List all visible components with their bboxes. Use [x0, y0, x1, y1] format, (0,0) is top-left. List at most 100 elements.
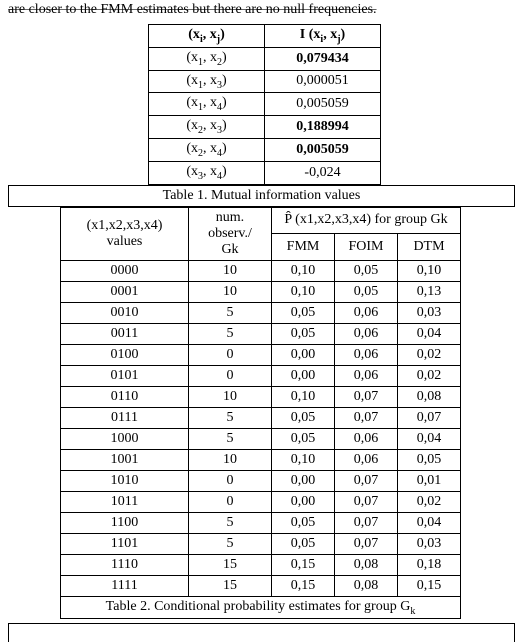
table-cell: 10	[189, 260, 272, 281]
table-cell-value: 0,000051	[265, 70, 381, 93]
table-cell: 1111	[61, 575, 189, 596]
table-cell: 0,04	[398, 323, 461, 344]
table-cell: 0,07	[335, 491, 398, 512]
table-cell: 0,05	[272, 302, 335, 323]
table-cell: 0,02	[398, 344, 461, 365]
header-foim: FOIM	[335, 234, 398, 261]
table-cell: 0,05	[272, 512, 335, 533]
table-cell: 0110	[61, 386, 189, 407]
header-I: I (xi, xj)	[265, 25, 381, 48]
table-cell: 0,10	[398, 260, 461, 281]
table-cell: 0,00	[272, 365, 335, 386]
table-cell-pair: (x2, x4)	[149, 138, 265, 161]
table-mutual-information: (xi, xj) I (xi, xj) (x1, x2)0,079434(x1,…	[148, 24, 381, 185]
table-cell: 5	[189, 428, 272, 449]
table-cell: 0,08	[335, 554, 398, 575]
table-cell: 0,04	[398, 512, 461, 533]
table-cell-value: -0,024	[265, 161, 381, 184]
table-cell: 0,08	[398, 386, 461, 407]
header-num-observ: num. observ./ Gk	[189, 207, 272, 260]
header-pair: (xi, xj)	[149, 25, 265, 48]
table-cell: 0	[189, 365, 272, 386]
table-cell: 0,02	[398, 491, 461, 512]
table-cell: 15	[189, 575, 272, 596]
table-cell: 0011	[61, 323, 189, 344]
header-dtm: DTM	[398, 234, 461, 261]
table-cell: 0101	[61, 365, 189, 386]
table-cell: 0,10	[272, 449, 335, 470]
table-cell: 0,10	[272, 386, 335, 407]
table-cell: 0,01	[398, 470, 461, 491]
table-cell: 0,06	[335, 428, 398, 449]
table-cell: 0,02	[398, 365, 461, 386]
table-cell: 0010	[61, 302, 189, 323]
header-fmm: FMM	[272, 234, 335, 261]
table-cell: 0,07	[335, 386, 398, 407]
table-cell: 0	[189, 491, 272, 512]
table-cell-pair: (x2, x3)	[149, 116, 265, 139]
table-cell: 5	[189, 407, 272, 428]
table-cell: 0000	[61, 260, 189, 281]
table-cell: 0,10	[272, 260, 335, 281]
table-cell: 0,15	[272, 554, 335, 575]
table-cell: 0,07	[335, 470, 398, 491]
table-cell-pair: (x1, x2)	[149, 47, 265, 70]
table-cell: 0,06	[335, 323, 398, 344]
table-cell-pair: (x1, x3)	[149, 70, 265, 93]
table-cell: 0,07	[335, 512, 398, 533]
table-cell: 0100	[61, 344, 189, 365]
table-cell: 15	[189, 554, 272, 575]
table-cell: 1100	[61, 512, 189, 533]
table-cell-value: 0,005059	[265, 93, 381, 116]
table-cell: 0,04	[398, 428, 461, 449]
table-cell: 1101	[61, 533, 189, 554]
table-cell-value: 0,005059	[265, 138, 381, 161]
table-cell: 0,15	[398, 575, 461, 596]
table-cell: 5	[189, 512, 272, 533]
table-cell: 1110	[61, 554, 189, 575]
table-cell: 0,10	[272, 281, 335, 302]
table-cell-value: 0,079434	[265, 47, 381, 70]
table-cell: 0	[189, 344, 272, 365]
header-values: (x1,x2,x3,x4) values	[61, 207, 189, 260]
table1-caption: Table 1. Mutual information values	[8, 185, 515, 207]
table-cell: 1010	[61, 470, 189, 491]
table-cell: 0	[189, 470, 272, 491]
table-cell: 0,06	[335, 344, 398, 365]
table-cell: 10	[189, 386, 272, 407]
table-cell: 0,06	[335, 302, 398, 323]
table2-caption: Table 2. Conditional probability estimat…	[61, 596, 461, 619]
table-cell-value: 0,188994	[265, 116, 381, 139]
table-cell: 0,00	[272, 470, 335, 491]
body-text-fragment: are closer to the FMM estimates but ther…	[8, 2, 513, 18]
empty-frame	[8, 623, 515, 642]
table-cell: 0,05	[272, 407, 335, 428]
table-cell: 0,00	[272, 344, 335, 365]
table-cell: 10	[189, 281, 272, 302]
table-cell: 5	[189, 323, 272, 344]
table-cell: 5	[189, 533, 272, 554]
header-p-estimate: P̂ (x1,x2,x3,x4) for group Gk	[272, 207, 461, 234]
table-cell: 0001	[61, 281, 189, 302]
table-cell: 0,05	[335, 260, 398, 281]
table-cell: 0,03	[398, 533, 461, 554]
table-cell: 0111	[61, 407, 189, 428]
table-cell: 0,06	[335, 449, 398, 470]
table-cell: 0,05	[272, 533, 335, 554]
table-cell: 0,07	[335, 533, 398, 554]
table-cell: 0,05	[272, 323, 335, 344]
table-cell: 0,05	[272, 428, 335, 449]
table-cell: 0,07	[398, 407, 461, 428]
table-conditional-prob: (x1,x2,x3,x4) values num. observ./ Gk P̂…	[60, 207, 461, 620]
table-cell-pair: (x1, x4)	[149, 93, 265, 116]
table-cell: 0,08	[335, 575, 398, 596]
table-cell: 0,05	[335, 281, 398, 302]
table-cell: 0,18	[398, 554, 461, 575]
table-cell: 10	[189, 449, 272, 470]
table-cell: 0,07	[335, 407, 398, 428]
table-cell: 0,06	[335, 365, 398, 386]
table-cell: 0,00	[272, 491, 335, 512]
table-cell-pair: (x3, x4)	[149, 161, 265, 184]
table-cell: 0,15	[272, 575, 335, 596]
table-cell: 1000	[61, 428, 189, 449]
